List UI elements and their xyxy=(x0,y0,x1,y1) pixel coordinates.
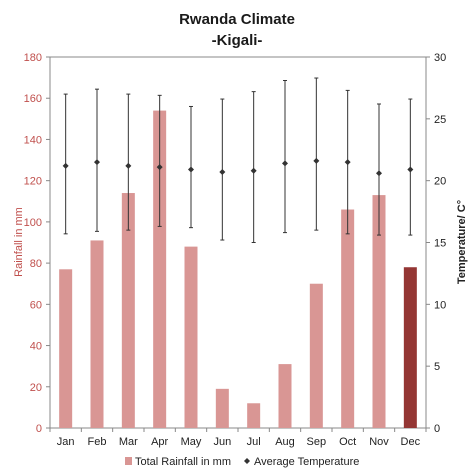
y2-tick-label: 15 xyxy=(434,238,446,250)
y2-tick-label: 20 xyxy=(434,176,446,188)
x-tick-label: Apr xyxy=(151,436,168,448)
rainfall-bar xyxy=(153,110,167,428)
rainfall-bar xyxy=(403,267,417,428)
temperature-point xyxy=(125,162,132,169)
plot-area: 0 20 40 60 80 100 120 140 160 180 0 5 10 15 20 25 30 Jan F… xyxy=(24,52,447,448)
plot-border xyxy=(49,56,427,429)
x-tick-label: Nov xyxy=(369,436,389,448)
y-tick-label: 100 xyxy=(24,217,42,229)
rainfall-bar xyxy=(278,364,292,428)
y-tick-label: 0 xyxy=(36,423,42,435)
temperature-point xyxy=(313,157,320,164)
y2-tick-label: 10 xyxy=(434,299,446,311)
rainfall-bar xyxy=(372,195,386,428)
y-tick-label: 80 xyxy=(30,258,42,270)
temperature-point xyxy=(219,169,226,176)
legend-temperature-marker xyxy=(244,458,250,464)
y-tick-label: 180 xyxy=(24,52,42,64)
x-tick-label: Dec xyxy=(401,436,421,448)
y-axis-label: Rainfall in mm xyxy=(13,207,25,277)
y-tick-label: 160 xyxy=(24,93,42,105)
legend-temperature-label: Average Temperature xyxy=(254,456,359,468)
temperature-point xyxy=(344,159,351,166)
rainfall-bar xyxy=(215,388,229,428)
legend-rainfall-label: Total Rainfall in mm xyxy=(135,456,231,468)
y-tick-label: 140 xyxy=(24,134,42,146)
temperature-point xyxy=(156,164,163,171)
temperature-point xyxy=(188,166,194,173)
temperature-point xyxy=(376,170,382,177)
rainfall-bar xyxy=(247,403,261,428)
y-tick-label: 120 xyxy=(24,176,42,188)
rainfall-bar xyxy=(184,246,198,428)
legend-rainfall-swatch xyxy=(125,457,132,465)
legend: Total Rainfall in mm Average Temperature xyxy=(125,456,359,468)
x-tick-label: May xyxy=(181,436,202,448)
temperature-point xyxy=(407,166,414,173)
x-tick-label: Sep xyxy=(307,436,327,448)
rainfall-bar xyxy=(121,193,135,428)
y2-tick-label: 0 xyxy=(434,423,440,435)
y2-tick-label: 5 xyxy=(434,361,440,373)
y2-axis-label: Temperature/ C° xyxy=(456,200,468,284)
x-tick-label: Aug xyxy=(275,436,295,448)
y2-tick-label: 25 xyxy=(434,114,446,126)
x-tick-label: Mar xyxy=(119,436,138,448)
rainfall-bar xyxy=(90,240,104,428)
rainfall-bar xyxy=(341,209,355,428)
temperature-point xyxy=(94,159,100,166)
x-tick-label: Jan xyxy=(57,436,75,448)
temperature-point xyxy=(250,167,257,174)
temperature-point xyxy=(282,160,288,167)
chart-subtitle: -Kigali- xyxy=(212,32,263,49)
chart-title: Rwanda Climate xyxy=(179,11,295,28)
temperature-point xyxy=(62,162,69,169)
x-tick-label: Jul xyxy=(247,436,261,448)
x-tick-label: Feb xyxy=(88,436,107,448)
x-tick-label: Oct xyxy=(339,436,356,448)
rainfall-bar xyxy=(59,269,73,428)
y-tick-label: 20 xyxy=(30,382,42,394)
y-tick-label: 40 xyxy=(30,341,42,353)
x-tick-label: Jun xyxy=(213,436,231,448)
y2-tick-label: 30 xyxy=(434,52,446,64)
rainfall-bar xyxy=(309,283,323,428)
y-tick-label: 60 xyxy=(30,299,42,311)
